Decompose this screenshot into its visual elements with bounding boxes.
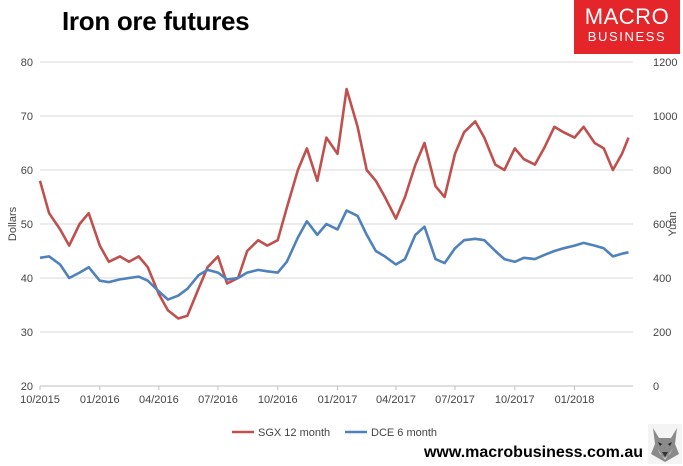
series-lines	[38, 87, 630, 320]
logo-line1: MACRO	[584, 4, 670, 29]
y-axis-right-ticks: 0 200 400 600 800 1000 1200	[653, 57, 677, 393]
x-tick-label: 04/2017	[376, 394, 416, 406]
series-line-1	[39, 209, 629, 301]
x-tick-label: 04/2016	[139, 394, 179, 406]
y-left-tick-label: 20	[21, 381, 33, 393]
macrobusiness-logo: MACRO BUSINESS	[574, 0, 680, 54]
footer-url: www.macrobusiness.com.au	[423, 444, 643, 461]
y-right-tick-label: 200	[653, 327, 671, 339]
legend: SGX 12 month DCE 6 month	[232, 427, 437, 439]
x-tick-label: 01/2016	[80, 394, 120, 406]
y-left-tick-label: 30	[21, 327, 33, 339]
chart-title: Iron ore futures	[62, 6, 250, 36]
y-right-tick-label: 600	[653, 219, 671, 231]
x-axis-ticks: 10/2015 01/2016 04/2016 07/2016 10/2016 01/20…	[20, 386, 594, 406]
x-tick-label: 10/2016	[258, 394, 298, 406]
legend-label: SGX 12 month	[258, 427, 330, 439]
gridlines	[40, 61, 633, 333]
legend-label: DCE 6 month	[371, 427, 437, 439]
x-tick-label: 01/2018	[555, 394, 595, 406]
y-axis-right-title: Yuan	[667, 211, 679, 236]
x-tick-label: 01/2017	[318, 394, 358, 406]
wolf-logo-icon	[648, 424, 682, 464]
y-left-tick-label: 40	[21, 273, 33, 285]
y-left-tick-label: 60	[21, 165, 33, 177]
y-axis-left-ticks: 20 30 40 50 60 70 80	[21, 57, 33, 393]
series-line-0	[38, 87, 630, 320]
x-tick-label: 10/2017	[495, 394, 535, 406]
y-left-tick-label: 80	[21, 57, 33, 69]
y-right-tick-label: 1000	[653, 111, 677, 123]
y-axis-left-title: Dollars	[7, 206, 19, 241]
y-right-tick-label: 0	[653, 381, 659, 393]
y-right-tick-label: 800	[653, 165, 671, 177]
x-tick-label: 10/2015	[20, 394, 60, 406]
logo-line2: BUSINESS	[587, 29, 667, 44]
x-tick-label: 07/2016	[198, 394, 238, 406]
y-right-tick-label: 400	[653, 273, 671, 285]
y-left-tick-label: 70	[21, 111, 33, 123]
y-right-tick-label: 1200	[653, 57, 677, 69]
x-tick-label: 07/2017	[435, 394, 475, 406]
y-left-tick-label: 50	[21, 219, 33, 231]
